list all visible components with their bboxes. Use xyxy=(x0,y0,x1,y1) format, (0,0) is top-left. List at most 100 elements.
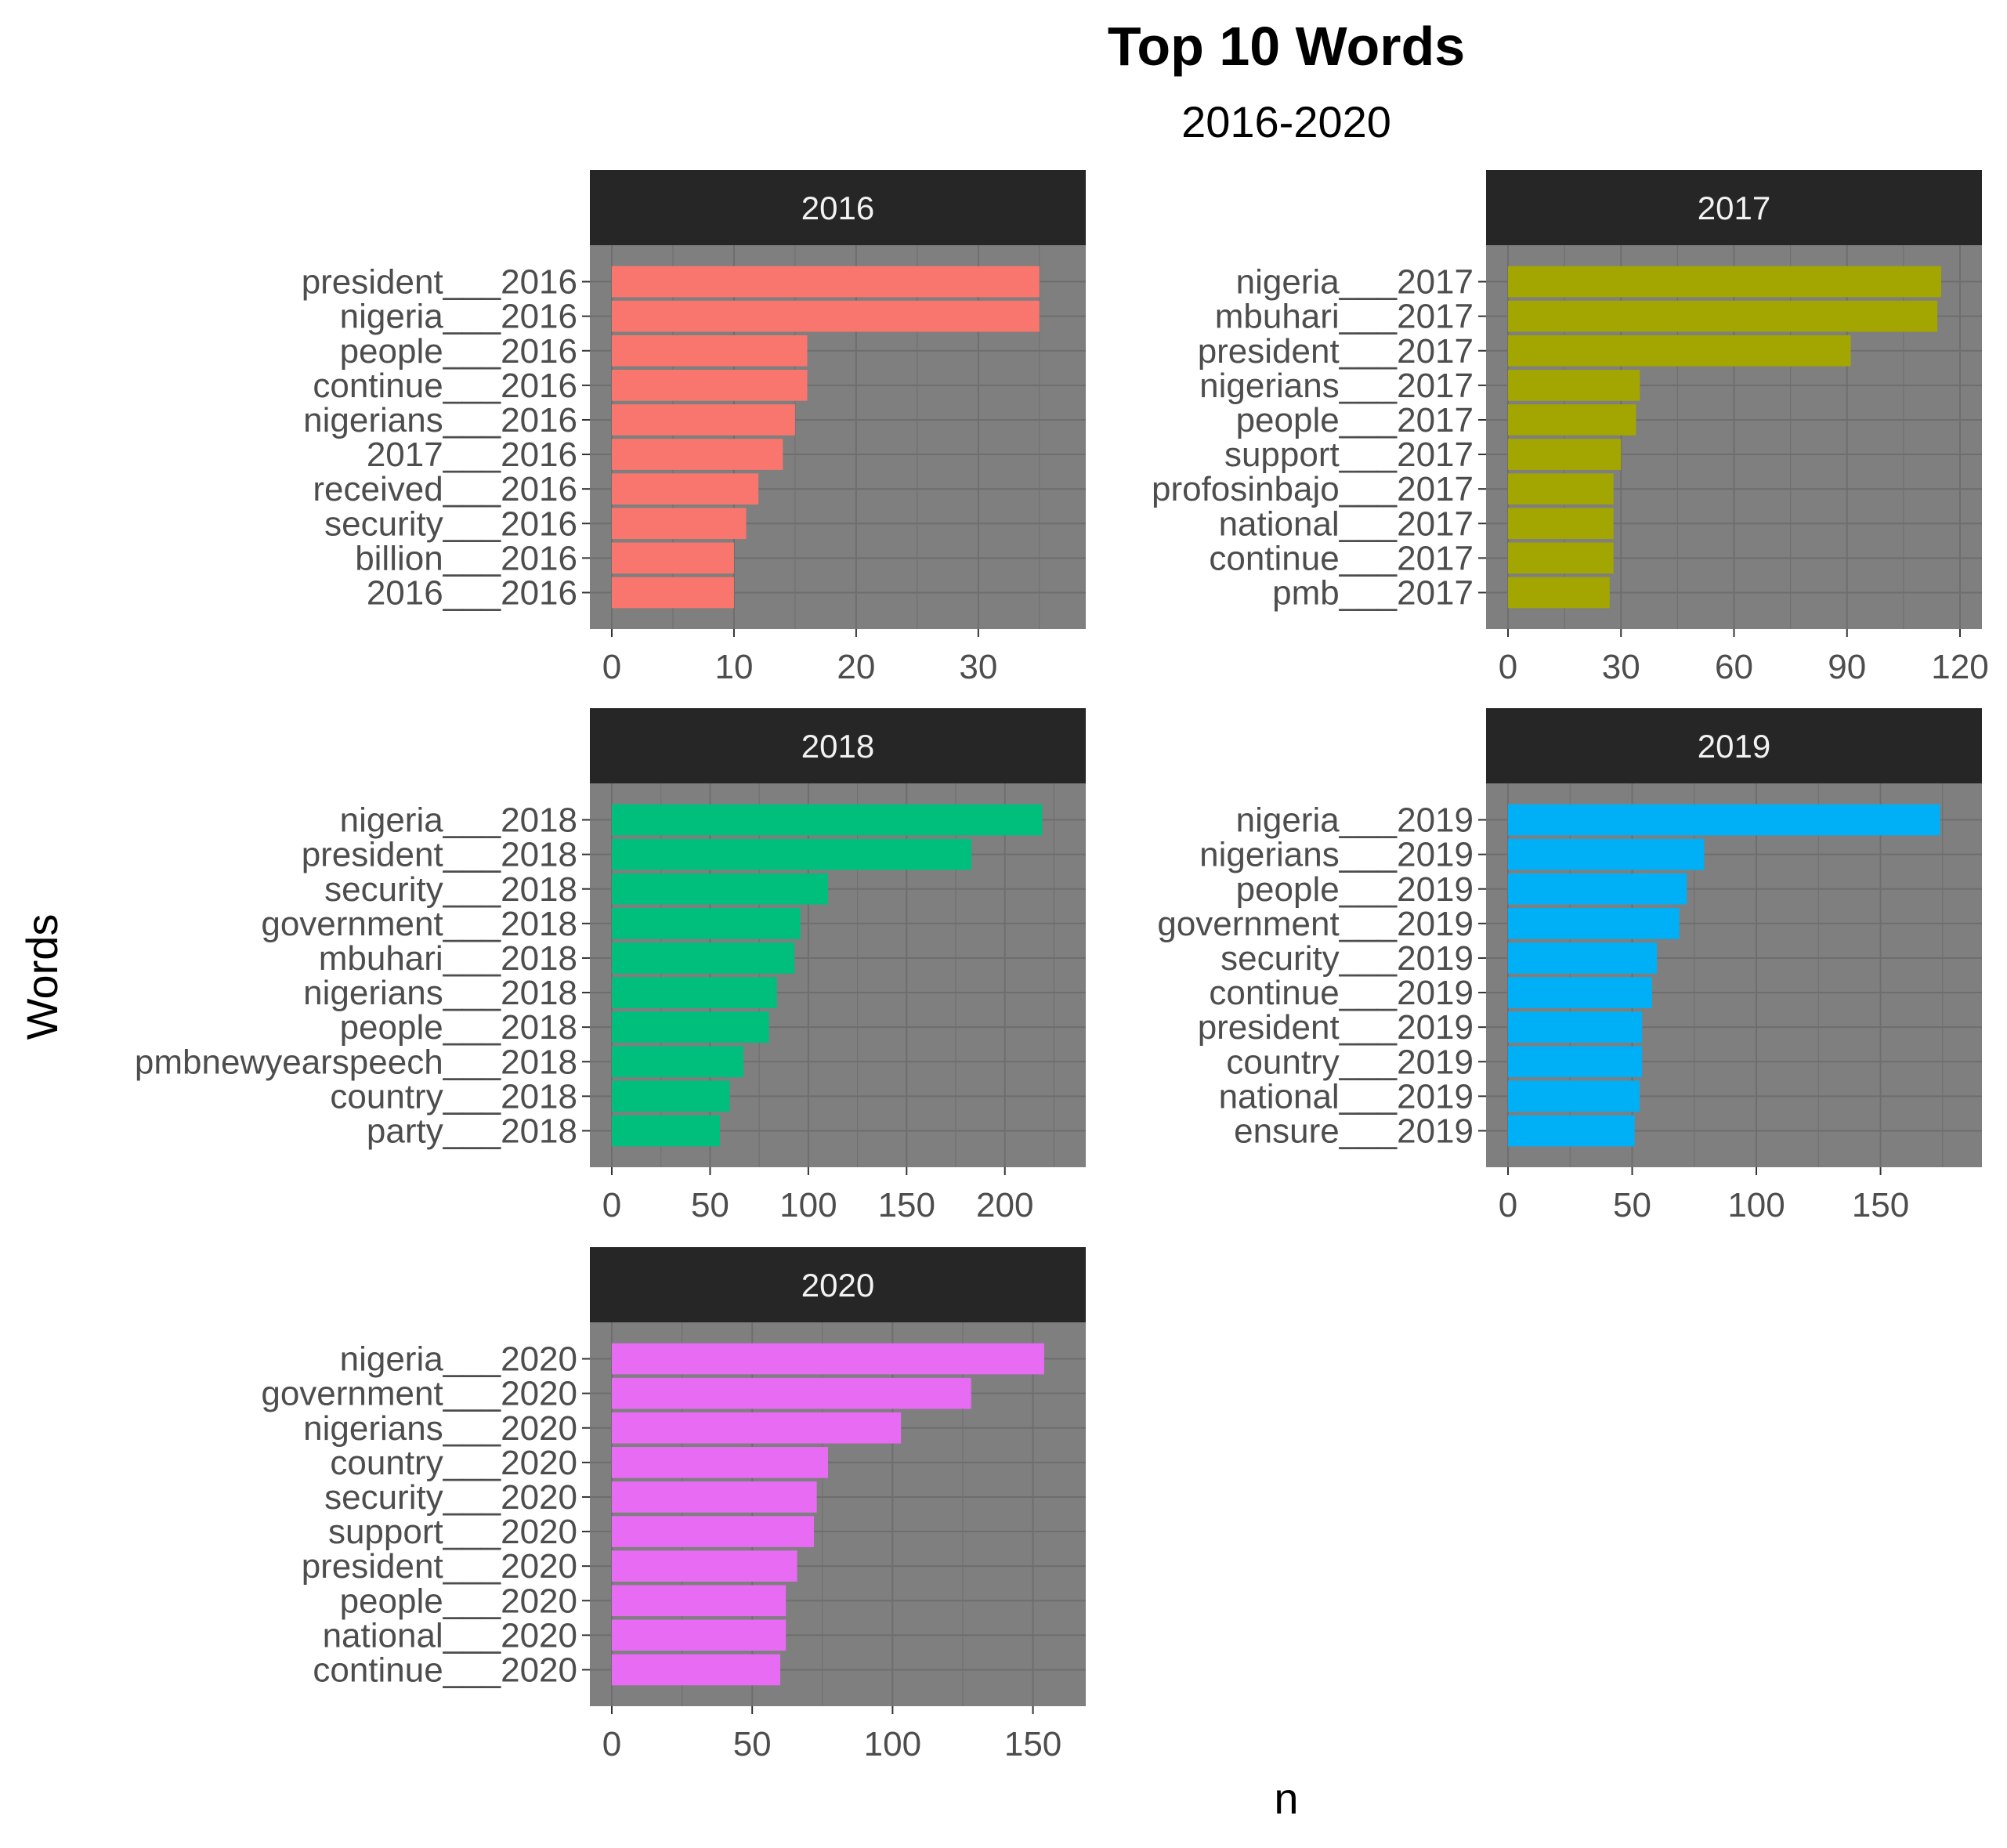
bar xyxy=(612,1619,787,1651)
bar xyxy=(612,1377,971,1409)
bar xyxy=(1508,1115,1635,1147)
bar xyxy=(1508,1011,1643,1043)
y-tick-label: country___2019 xyxy=(1226,1043,1474,1081)
x-tick-label: 150 xyxy=(1852,1186,1909,1224)
x-tick-label: 100 xyxy=(1727,1186,1785,1224)
y-tick-label: president___2019 xyxy=(1198,1008,1474,1047)
y-tick-label: continue___2020 xyxy=(313,1651,577,1689)
bar xyxy=(612,1046,744,1078)
bar xyxy=(612,335,808,367)
bar xyxy=(612,908,801,939)
y-tick-label: national___2019 xyxy=(1219,1077,1474,1116)
bar xyxy=(612,266,1040,298)
bar xyxy=(612,1447,828,1478)
bar xyxy=(612,1516,815,1547)
bar xyxy=(612,1481,817,1513)
chart-title: Top 10 Words xyxy=(1108,16,1465,77)
y-tick-label: nigerians___2018 xyxy=(303,974,577,1012)
bar xyxy=(612,1343,1044,1375)
x-tick-label: 100 xyxy=(779,1186,837,1224)
y-tick-label: national___2017 xyxy=(1219,504,1474,543)
facet-strip-label: 2016 xyxy=(801,190,874,226)
facet-strip xyxy=(590,708,1086,783)
y-tick-label: nigeria___2016 xyxy=(340,298,577,336)
y-tick-label: people___2019 xyxy=(1236,870,1474,909)
x-tick-label: 50 xyxy=(733,1725,772,1763)
bar xyxy=(1508,300,1938,332)
bar xyxy=(1508,577,1610,609)
x-tick-label: 0 xyxy=(602,1186,621,1224)
bar xyxy=(1508,838,1705,870)
facet-2017: 2017 nigeria___2017mbuhari___2017presiden… xyxy=(1152,170,1989,686)
bar xyxy=(612,1654,781,1686)
bar xyxy=(612,1080,730,1112)
bar xyxy=(612,1550,797,1582)
chart-subtitle: 2016-2020 xyxy=(1181,97,1391,146)
y-tick-label: ensure___2019 xyxy=(1234,1112,1474,1150)
y-tick-label: people___2020 xyxy=(340,1582,577,1620)
bar xyxy=(1508,542,1614,574)
bar xyxy=(612,370,808,401)
facet-2020: 2020 nigeria___2020government___2020niger… xyxy=(261,1247,1086,1763)
y-tick-label: people___2017 xyxy=(1236,401,1474,439)
facet-2019: 2019 nigeria___2019nigerians___2019people… xyxy=(1157,708,1982,1224)
x-tick-label: 20 xyxy=(837,648,875,686)
y-tick-label: nigerians___2020 xyxy=(303,1409,577,1448)
bar xyxy=(612,542,734,574)
y-tick-label: pmbnewyearspeech___2018 xyxy=(135,1043,577,1081)
y-tick-label: 2017___2016 xyxy=(367,436,577,474)
bar xyxy=(612,439,783,470)
x-tick-label: 100 xyxy=(864,1725,921,1763)
facet-strip xyxy=(1486,170,1982,245)
x-tick-label: 10 xyxy=(714,648,753,686)
bar xyxy=(612,1412,902,1444)
x-tick-label: 90 xyxy=(1828,648,1866,686)
y-tick-label: people___2016 xyxy=(340,332,577,371)
y-tick-label: 2016___2016 xyxy=(367,573,577,612)
bar xyxy=(1508,439,1622,470)
facet-2016: 2016 president___2016nigeria___2016people… xyxy=(302,170,1086,686)
y-tick-label: received___2016 xyxy=(313,470,577,508)
x-tick-label: 0 xyxy=(602,1725,621,1763)
y-tick-label: party___2018 xyxy=(367,1112,577,1150)
y-tick-label: nigerians___2016 xyxy=(303,401,577,439)
x-tick-label: 30 xyxy=(1602,648,1640,686)
y-tick-label: billion___2016 xyxy=(355,539,577,577)
x-tick-label: 0 xyxy=(602,648,621,686)
bar xyxy=(612,977,777,1008)
bar xyxy=(1508,804,1940,836)
bar xyxy=(612,404,795,436)
bar xyxy=(612,942,795,974)
facets-group: 2016 president___2016nigeria___2016people… xyxy=(135,170,1989,1763)
y-tick-label: government___2020 xyxy=(261,1375,577,1413)
y-tick-label: continue___2016 xyxy=(313,367,577,405)
x-axis-title: n xyxy=(1274,1774,1298,1823)
y-axis-title: Words xyxy=(17,914,67,1040)
y-tick-label: people___2018 xyxy=(340,1008,577,1047)
y-tick-label: country___2020 xyxy=(330,1444,577,1482)
y-tick-label: national___2020 xyxy=(323,1616,577,1655)
y-tick-label: security___2018 xyxy=(324,870,577,909)
y-tick-label: support___2017 xyxy=(1224,436,1474,474)
x-tick-label: 30 xyxy=(959,648,997,686)
y-tick-label: nigeria___2020 xyxy=(340,1340,577,1379)
bar xyxy=(612,577,734,609)
bar xyxy=(612,508,747,540)
bar xyxy=(612,1115,720,1147)
bar xyxy=(1508,1046,1643,1078)
y-tick-label: security___2019 xyxy=(1220,939,1474,978)
bar xyxy=(612,300,1040,332)
y-tick-label: president___2018 xyxy=(302,836,577,874)
x-tick-label: 50 xyxy=(1613,1186,1651,1224)
bar xyxy=(612,873,828,905)
x-tick-label: 0 xyxy=(1499,1186,1517,1224)
x-tick-label: 0 xyxy=(1499,648,1517,686)
y-tick-label: president___2020 xyxy=(302,1547,577,1586)
x-tick-label: 120 xyxy=(1931,648,1988,686)
y-tick-label: nigeria___2018 xyxy=(340,801,577,840)
x-tick-label: 60 xyxy=(1715,648,1753,686)
y-tick-label: security___2020 xyxy=(324,1478,577,1517)
y-tick-label: nigeria___2019 xyxy=(1236,801,1474,840)
facet-strip-label: 2020 xyxy=(801,1267,874,1304)
